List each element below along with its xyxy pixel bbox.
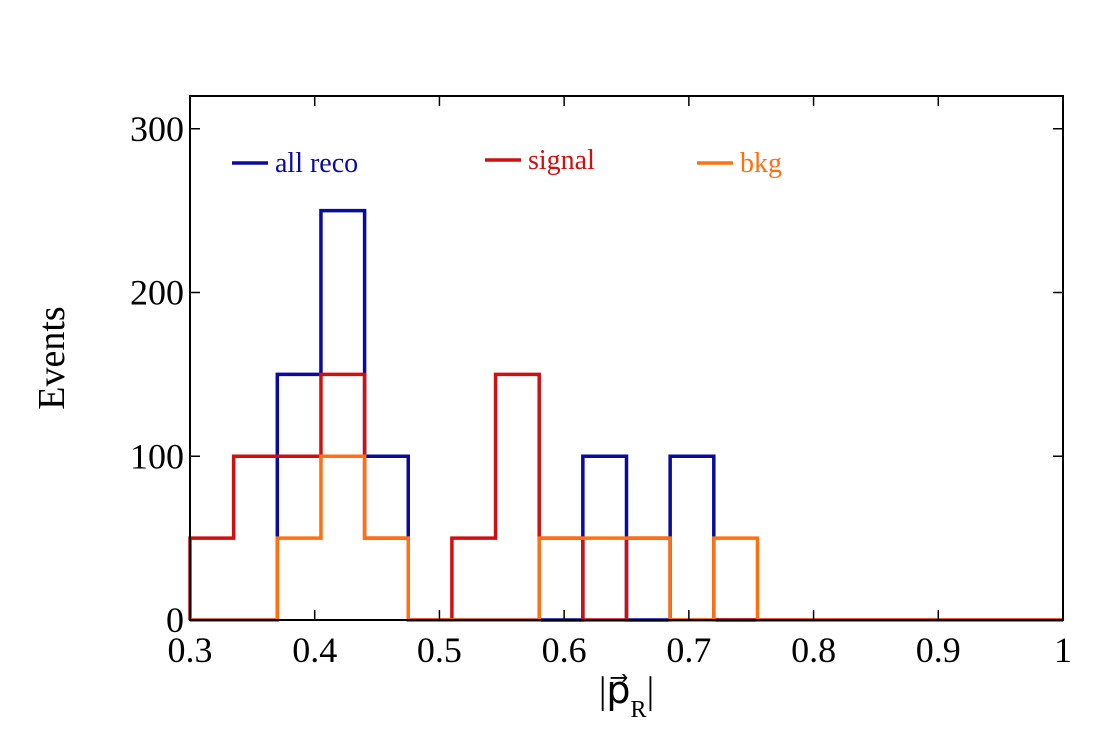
x-axis-label-subscript: R (631, 697, 647, 723)
x-tick-label: 0.7 (666, 630, 711, 670)
x-axis-label: |p⃗R| (599, 670, 654, 723)
x-tick-label: 0.4 (292, 630, 337, 670)
x-tick-label: 0.6 (542, 630, 587, 670)
legend: all reco signal bkg (232, 145, 782, 179)
x-tick-label: 0.5 (417, 630, 462, 670)
y-tick-label: 100 (130, 436, 184, 476)
series-layer (188, 208, 1063, 622)
y-tick-label: 200 (130, 273, 184, 313)
x-tick-label: 0.3 (168, 630, 213, 670)
x-tick-label: 1 (1054, 630, 1072, 670)
y-tick-label: 0 (166, 600, 184, 640)
plot-frame (189, 95, 1064, 621)
x-axis-label-end: | (647, 670, 655, 712)
ticks-layer: 0.3 0.4 0.5 0.6 0.7 0.8 0.9 1 0 100 200 300 (130, 96, 1072, 670)
legend-label-all-reco: all reco (275, 148, 358, 179)
x-tick-label: 0.9 (916, 630, 961, 670)
y-tick-label: 300 (130, 109, 184, 149)
x-tick-label: 0.8 (791, 630, 836, 670)
legend-label-bkg: bkg (740, 148, 782, 179)
legend-label-signal: signal (528, 145, 595, 176)
y-axis-label: Events (31, 306, 73, 409)
x-axis-label-main: |p⃗ (599, 670, 631, 712)
